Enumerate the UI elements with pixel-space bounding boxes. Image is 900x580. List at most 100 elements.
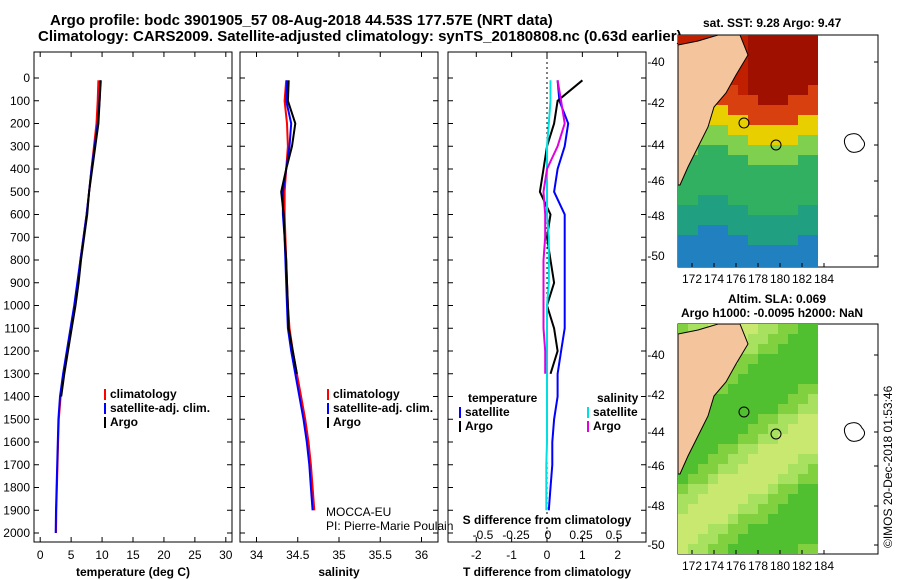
sla-cell: [798, 404, 808, 414]
sla-cell: [738, 474, 748, 484]
plot-frame-temperature: [33, 51, 233, 543]
sst-cell: [768, 185, 778, 195]
xtick-label-salinity: 35.5: [369, 548, 393, 562]
sst-cell: [748, 105, 758, 115]
sla-cell: [748, 484, 758, 494]
sst-cell: [678, 195, 688, 205]
ytick-label: 100: [10, 94, 30, 108]
sla-cell: [758, 424, 768, 434]
sst-cell: [738, 175, 748, 185]
sst-cell: [708, 165, 718, 175]
sst-cell: [738, 225, 748, 235]
sst-cell: [748, 155, 758, 165]
xtick-label-difference: -1: [506, 548, 517, 562]
xtick-label-temperature: 30: [219, 548, 233, 562]
sst-cell: [778, 185, 788, 195]
sst-cell: [798, 225, 808, 235]
sla-cell: [678, 474, 688, 484]
sst-cell: [808, 245, 818, 255]
sst-cell: [778, 45, 788, 55]
sst-cell: [778, 65, 788, 75]
sla-cell: [748, 454, 758, 464]
sst-xtick-label: 174: [704, 272, 724, 286]
sla-cell: [768, 344, 778, 354]
sst-cell: [808, 145, 818, 155]
sla-cell: [768, 324, 778, 334]
sst-cell: [678, 235, 688, 245]
sla-ytick-label: -40: [647, 348, 665, 362]
sst-cell: [708, 245, 718, 255]
sst-cell: [688, 225, 698, 235]
sla-cell: [808, 544, 818, 554]
sst-cell: [738, 75, 748, 85]
sst-cell: [698, 145, 708, 155]
legend-label: satellite-adj. clim.: [333, 401, 433, 415]
sla-cell: [788, 454, 798, 464]
sla-xtick-label: 172: [682, 559, 702, 573]
sst-xtick-label: 176: [726, 272, 746, 286]
sla-cell: [728, 524, 738, 534]
sst-cell: [798, 215, 808, 225]
sst-cell: [808, 45, 818, 55]
sla-cell: [788, 324, 798, 334]
xlabel-salinity: salinity: [318, 565, 360, 579]
sst-cell: [728, 115, 738, 125]
sst-cell: [758, 85, 768, 95]
sst-ytick-label: -40: [647, 55, 665, 69]
sst-cell: [778, 265, 788, 267]
sla-cell: [778, 444, 788, 454]
sst-cell: [808, 65, 818, 75]
sst-cell: [778, 225, 788, 235]
sla-cell: [738, 414, 748, 424]
sla-cell: [688, 324, 698, 334]
sst-cell: [808, 95, 818, 105]
sst-cell: [788, 215, 798, 225]
sst-cell: [738, 35, 748, 45]
sla-cell: [728, 514, 738, 524]
sst-cell: [708, 185, 718, 195]
sst-cell: [798, 135, 808, 145]
sla-cell: [708, 454, 718, 464]
sst-cell: [718, 115, 728, 125]
sla-cell: [808, 334, 818, 344]
sst-cell: [758, 185, 768, 195]
sla-cell: [788, 394, 798, 404]
sst-cell: [778, 145, 788, 155]
sst-cell: [748, 265, 758, 267]
sst-cell: [798, 255, 808, 265]
sla-cell: [748, 444, 758, 454]
sla-ytick-label: -48: [647, 499, 665, 513]
sst-cell: [798, 185, 808, 195]
series-line-temperature-argo: [60, 80, 102, 397]
sst-cell: [808, 105, 818, 115]
sla-cell: [748, 494, 758, 504]
sst-cell: [798, 195, 808, 205]
sla-cell: [748, 384, 758, 394]
sla-cell: [698, 464, 708, 474]
sst-cell: [718, 215, 728, 225]
sst-cell: [788, 55, 798, 65]
sst-cell: [728, 85, 738, 95]
sla-cell: [698, 484, 708, 494]
sst-cell: [728, 95, 738, 105]
sla-cell: [768, 394, 778, 404]
sst-cell: [778, 35, 788, 45]
sst-cell: [698, 225, 708, 235]
sla-cell: [798, 434, 808, 444]
sla-cell: [748, 474, 758, 484]
sst-cell: [718, 245, 728, 255]
sst-cell: [758, 95, 768, 105]
sla-cell: [798, 384, 808, 394]
sst-cell: [808, 225, 818, 235]
sst-cell: [698, 195, 708, 205]
sla-cell: [798, 454, 808, 464]
sla-cell: [748, 434, 758, 444]
sst-cell: [718, 185, 728, 195]
sla-cell: [748, 334, 758, 344]
sla-cell: [758, 534, 768, 544]
sst-cell: [778, 255, 788, 265]
sst-cell: [758, 65, 768, 75]
sst-cell: [688, 255, 698, 265]
title-line-2: Climatology: CARS2009. Satellite-adjuste…: [38, 28, 682, 45]
x2tick-label: 0.5: [606, 528, 623, 542]
